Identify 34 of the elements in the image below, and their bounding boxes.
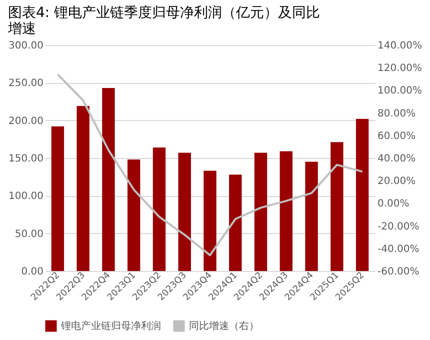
legend-label: 锂电产业链归母净利润 bbox=[60, 320, 161, 332]
y2-tick-label: 140.00% bbox=[378, 40, 422, 52]
y2-tick-label: 40.00% bbox=[378, 154, 416, 164]
y2-tick-label: 80.00% bbox=[378, 108, 416, 120]
chart-title: 图表4: 锂电产业链季度归母净利润（亿元）及同比增速 bbox=[7, 5, 320, 37]
y2-tick-label: -40.00% bbox=[378, 244, 420, 255]
bar bbox=[280, 151, 292, 271]
bar bbox=[128, 160, 140, 271]
y-tick-label: 300.00 bbox=[8, 40, 44, 52]
bar bbox=[152, 147, 166, 271]
y-tick-label: 100.00 bbox=[8, 191, 44, 202]
bar bbox=[178, 152, 191, 271]
y2-tick-label: -20.00% bbox=[378, 221, 420, 232]
bar bbox=[254, 152, 268, 271]
bar bbox=[204, 170, 216, 271]
y2-tick-label: 0.00% bbox=[378, 198, 410, 210]
bar bbox=[51, 126, 64, 271]
y2-tick-label: 100.00% bbox=[378, 86, 422, 97]
bar bbox=[330, 142, 344, 271]
bar bbox=[305, 162, 318, 271]
line-series bbox=[56, 73, 364, 256]
bar bbox=[229, 174, 242, 271]
bar bbox=[76, 106, 90, 271]
y-tick-label: 250.00 bbox=[8, 78, 44, 90]
y2-tick-label: 60.00% bbox=[378, 130, 416, 142]
y-tick-label: 150.00 bbox=[8, 154, 44, 164]
y-tick-label: 200.00 bbox=[8, 116, 44, 127]
y2-tick-label: -60.00% bbox=[378, 266, 420, 278]
bar bbox=[102, 88, 115, 271]
y2-tick-label: 120.00% bbox=[378, 63, 422, 74]
bar bbox=[356, 118, 369, 271]
y-tick-label: 50.00 bbox=[14, 228, 44, 240]
legend-label: 同比增速（右） bbox=[189, 320, 259, 332]
y2-tick-label: 20.00% bbox=[378, 176, 416, 188]
